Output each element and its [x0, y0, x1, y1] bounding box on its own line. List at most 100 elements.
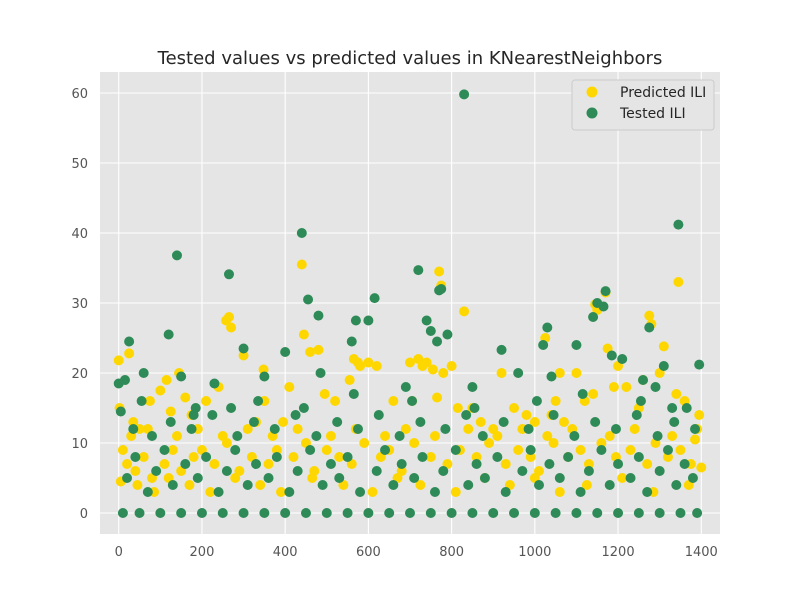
- predicted-point: [223, 312, 234, 322]
- tested-point: [186, 424, 197, 434]
- predicted-point: [425, 452, 436, 462]
- predicted-point: [296, 259, 307, 270]
- tested-point: [259, 371, 270, 382]
- predicted-point: [359, 438, 370, 448]
- tested-point: [176, 508, 187, 518]
- predicted-point: [288, 452, 299, 462]
- y-tick-label: 20: [71, 367, 88, 382]
- tested-point: [425, 508, 436, 518]
- tested-point: [577, 389, 588, 399]
- tested-point: [450, 445, 461, 455]
- y-tick-label: 0: [80, 507, 88, 522]
- predicted-point: [548, 438, 559, 448]
- tested-point: [201, 452, 212, 462]
- predicted-point: [415, 480, 426, 490]
- predicted-point: [554, 487, 565, 497]
- predicted-point: [529, 417, 540, 427]
- predicted-point: [583, 459, 594, 469]
- x-tick-label: 1200: [602, 545, 635, 560]
- tested-point: [221, 466, 232, 476]
- tested-point: [550, 508, 561, 518]
- x-tick-label: 0: [115, 545, 123, 560]
- tested-point: [238, 508, 249, 518]
- predicted-point: [475, 417, 486, 427]
- tested-point: [633, 452, 644, 462]
- predicted-point: [446, 361, 457, 371]
- predicted-point: [471, 452, 482, 462]
- predicted-point: [450, 487, 461, 497]
- predicted-point: [276, 487, 287, 497]
- tested-point: [396, 459, 407, 469]
- predicted-point: [617, 473, 628, 483]
- predicted-point: [421, 357, 432, 368]
- tested-point: [563, 452, 574, 462]
- tested-point: [352, 424, 363, 434]
- tested-point: [263, 473, 274, 483]
- tested-point: [606, 350, 617, 361]
- tested-point: [675, 508, 686, 518]
- legend-marker-predicted: [586, 86, 598, 98]
- predicted-point: [690, 434, 701, 445]
- tested-point: [650, 382, 661, 392]
- predicted-point: [138, 452, 149, 462]
- tested-point: [259, 508, 270, 518]
- tested-point: [413, 265, 424, 276]
- predicted-point: [644, 310, 655, 321]
- tested-point: [305, 445, 316, 455]
- tested-point: [635, 396, 646, 406]
- predicted-point: [184, 480, 195, 490]
- predicted-point: [675, 445, 686, 455]
- tested-point: [171, 250, 182, 261]
- tested-point: [388, 480, 399, 490]
- tested-point: [544, 459, 555, 469]
- predicted-point: [188, 452, 199, 462]
- predicted-point: [284, 382, 295, 392]
- tested-point: [588, 312, 599, 322]
- tested-point: [313, 310, 324, 321]
- tested-point: [342, 508, 353, 518]
- predicted-point: [463, 424, 474, 434]
- predicted-point: [667, 431, 678, 441]
- tested-point: [415, 417, 426, 427]
- predicted-point: [319, 389, 330, 399]
- predicted-point: [625, 445, 636, 455]
- tested-point: [583, 466, 594, 476]
- tested-point: [531, 396, 542, 406]
- tested-point: [253, 396, 264, 406]
- tested-point: [479, 473, 490, 483]
- predicted-point: [161, 375, 172, 385]
- tested-point: [692, 508, 703, 518]
- predicted-point: [380, 431, 391, 441]
- predicted-point: [432, 392, 443, 403]
- tested-point: [569, 431, 580, 441]
- tested-point: [477, 431, 488, 441]
- tested-point: [461, 410, 472, 420]
- tested-point: [242, 480, 253, 490]
- predicted-point: [429, 431, 440, 441]
- tested-point: [667, 403, 678, 413]
- predicted-point: [321, 445, 332, 455]
- legend-label-predicted: Predicted ILI: [620, 85, 706, 101]
- tested-point: [128, 424, 139, 434]
- predicted-point: [581, 480, 592, 490]
- tested-point: [463, 480, 474, 490]
- tested-point: [432, 336, 443, 347]
- tested-point: [350, 315, 361, 326]
- y-tick-label: 40: [71, 227, 88, 242]
- tested-point: [442, 329, 453, 340]
- tested-point: [613, 508, 624, 518]
- tested-point: [190, 403, 201, 413]
- predicted-point: [117, 445, 128, 455]
- predicted-point: [298, 329, 309, 340]
- tested-point: [298, 403, 309, 413]
- tested-point: [373, 410, 384, 420]
- predicted-point: [554, 368, 565, 378]
- predicted-point: [355, 361, 366, 371]
- tested-point: [467, 382, 478, 392]
- tested-point: [124, 336, 135, 347]
- predicted-point: [292, 424, 303, 434]
- x-tick-label: 1400: [685, 545, 718, 560]
- predicted-point: [525, 452, 536, 462]
- predicted-point: [521, 410, 532, 420]
- tested-point: [147, 431, 158, 441]
